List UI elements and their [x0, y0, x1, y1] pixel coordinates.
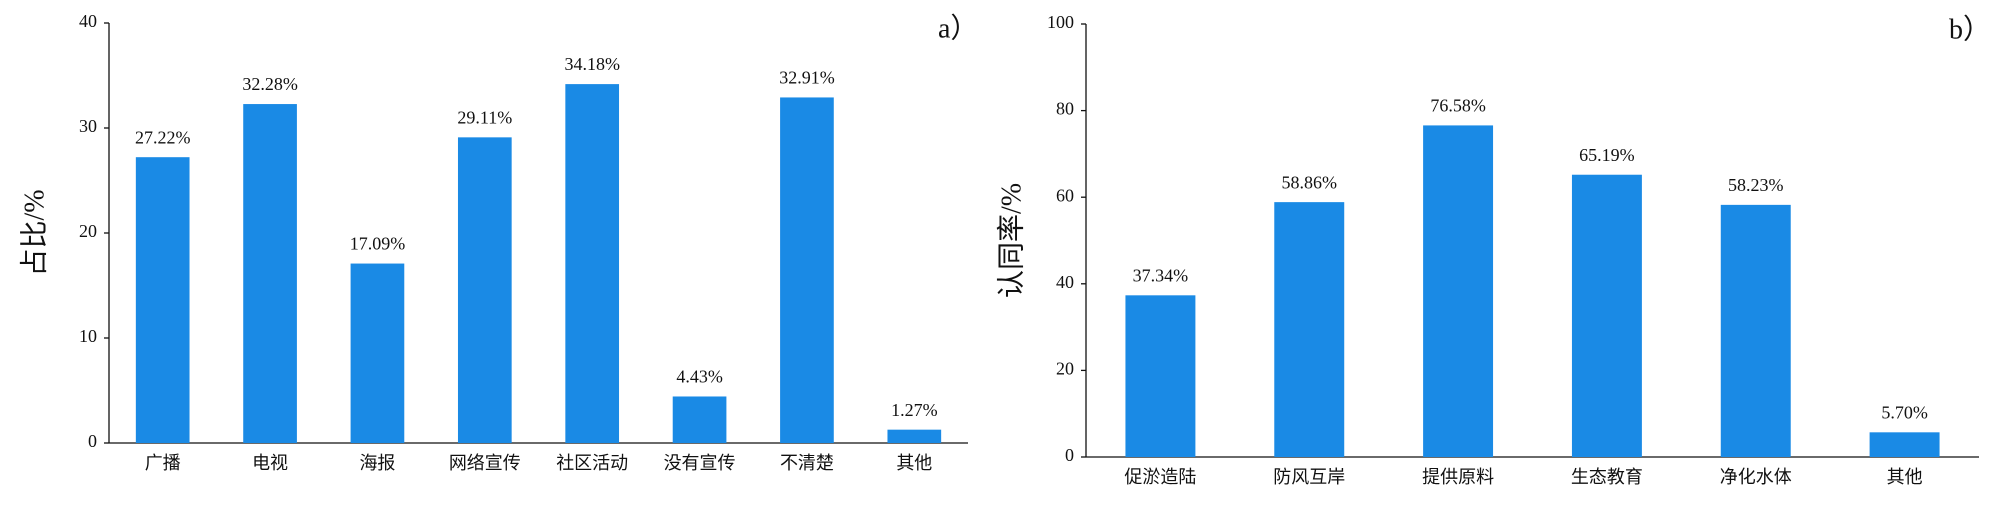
- value-label: 1.27%: [891, 400, 938, 420]
- value-label: 58.23%: [1728, 175, 1784, 195]
- x-tick-label: 其他: [896, 453, 932, 473]
- x-tick-label: 电视: [252, 453, 288, 473]
- y-axis-label: 占比/%: [18, 189, 50, 276]
- x-tick-label: 防风互岸: [1273, 467, 1345, 487]
- x-tick-label: 不清楚: [780, 453, 834, 473]
- y-tick-label: 20: [1056, 359, 1074, 379]
- x-tick-label: 生态教育: [1571, 467, 1643, 487]
- panel-label: a）: [938, 12, 978, 44]
- x-tick-label: 净化水体: [1720, 467, 1792, 487]
- value-label: 5.70%: [1881, 402, 1928, 422]
- bar: [780, 97, 834, 443]
- y-tick-label: 0: [88, 431, 97, 451]
- bar: [350, 263, 405, 443]
- value-label: 4.43%: [676, 367, 723, 387]
- bar: [1274, 202, 1345, 457]
- value-label: 34.18%: [564, 54, 620, 74]
- y-tick-label: 10: [79, 326, 97, 346]
- y-tick-label: 20: [79, 221, 97, 241]
- bar: [1869, 432, 1940, 457]
- x-tick-label: 促淤造陆: [1124, 467, 1196, 487]
- y-tick-label: 80: [1056, 99, 1074, 119]
- value-label: 37.34%: [1133, 265, 1189, 285]
- bar: [672, 396, 727, 443]
- value-label: 76.58%: [1430, 96, 1486, 116]
- y-axis-label: 认同率/%: [995, 183, 1027, 298]
- x-tick-label: 提供原料: [1422, 467, 1494, 487]
- bar: [243, 104, 297, 443]
- y-tick-label: 60: [1056, 185, 1074, 205]
- x-tick-label: 社区活动: [556, 453, 628, 473]
- x-tick-label: 其他: [1887, 467, 1923, 487]
- bar: [457, 137, 512, 443]
- x-tick-label: 没有宣传: [664, 453, 736, 473]
- y-tick-label: 40: [1056, 272, 1074, 292]
- x-tick-label: 广播: [145, 453, 181, 473]
- bar: [1571, 174, 1642, 457]
- y-tick-label: 30: [79, 116, 97, 136]
- x-tick-label: 海报: [359, 453, 395, 473]
- bar: [1720, 204, 1791, 457]
- value-label: 65.19%: [1579, 145, 1635, 165]
- y-tick-label: 40: [79, 11, 97, 31]
- y-tick-label: 100: [1047, 12, 1074, 32]
- x-tick-label: 网络宣传: [449, 453, 521, 473]
- bar: [1423, 125, 1494, 457]
- bar: [565, 84, 620, 444]
- value-label: 17.09%: [350, 234, 406, 254]
- panel-label: b）: [1949, 13, 1991, 45]
- bar: [1125, 295, 1196, 457]
- value-label: 29.11%: [457, 107, 512, 127]
- bar: [887, 429, 942, 443]
- value-label: 32.28%: [242, 74, 298, 94]
- value-label: 32.91%: [779, 68, 835, 88]
- y-tick-label: 0: [1065, 445, 1074, 465]
- value-label: 27.22%: [135, 127, 191, 147]
- value-label: 58.86%: [1282, 172, 1338, 192]
- bar: [135, 157, 190, 443]
